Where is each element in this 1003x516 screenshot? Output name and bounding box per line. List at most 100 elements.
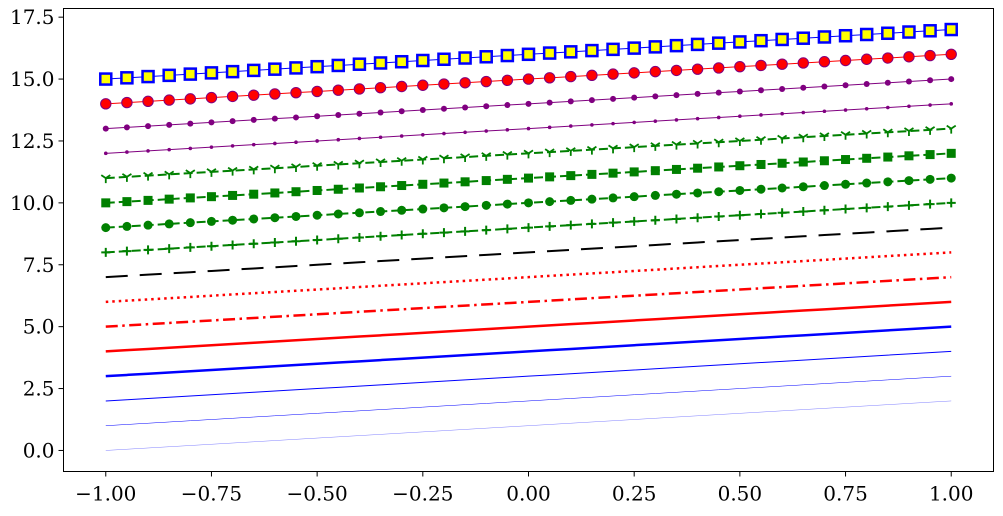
data-point (185, 218, 195, 228)
data-point (566, 195, 576, 205)
y-tick-label: 5.0 (23, 315, 55, 339)
data-point (587, 169, 597, 179)
data-point (759, 113, 763, 117)
x-tick-label: −0.75 (181, 482, 242, 506)
data-point (101, 198, 111, 208)
data-point (608, 218, 618, 228)
x-tick-label: 0.00 (506, 482, 551, 506)
data-point (610, 95, 617, 102)
data-point (756, 209, 766, 219)
data-point (587, 219, 597, 229)
data-point (523, 149, 534, 159)
data-point (819, 181, 829, 191)
data-point (818, 56, 831, 68)
data-point (524, 223, 533, 233)
data-point (862, 178, 872, 188)
data-point (100, 98, 112, 110)
data-point (249, 239, 259, 249)
data-point (903, 127, 914, 137)
data-point (608, 168, 618, 178)
data-point (501, 74, 514, 87)
data-point (798, 133, 809, 143)
data-point (229, 118, 236, 125)
data-point (143, 220, 153, 230)
data-point (227, 166, 238, 176)
data-point (946, 198, 956, 208)
data-point (797, 57, 809, 69)
data-point (674, 118, 679, 122)
data-point (205, 91, 218, 104)
data-point (841, 155, 851, 165)
data-point (291, 236, 301, 246)
data-point (396, 157, 407, 166)
data-point (670, 64, 683, 77)
data-point (547, 125, 552, 130)
data-point (628, 67, 640, 79)
data-point (776, 58, 788, 70)
y-tick-label: 15.0 (10, 67, 55, 91)
data-point (143, 245, 153, 255)
data-point (438, 78, 450, 90)
data-point (459, 77, 471, 89)
data-point (863, 81, 870, 88)
data-point (460, 226, 470, 236)
data-point (101, 247, 111, 257)
data-point (164, 219, 174, 229)
series-layer (99, 22, 958, 451)
data-point (312, 185, 322, 195)
data-point (754, 33, 768, 48)
data-point (312, 235, 322, 245)
data-point (311, 85, 323, 98)
data-point (648, 40, 663, 54)
data-point (228, 240, 238, 250)
data-point (586, 145, 597, 155)
data-point (758, 87, 764, 94)
data-point (377, 109, 384, 116)
data-point (418, 179, 428, 189)
data-point (353, 83, 366, 95)
data-point (693, 188, 703, 198)
data-point (312, 161, 323, 171)
data-point (164, 194, 174, 204)
data-point (883, 202, 893, 212)
data-point (735, 185, 745, 195)
data-point (946, 124, 957, 134)
data-point (585, 43, 599, 58)
data-point (333, 160, 344, 170)
data-point (246, 63, 261, 78)
data-point (883, 152, 893, 162)
data-point (500, 48, 515, 63)
data-point (417, 79, 429, 91)
data-point (143, 195, 153, 205)
data-point (755, 59, 767, 72)
series-line (105, 350, 952, 402)
data-point (502, 224, 512, 234)
data-point (336, 137, 341, 142)
data-point (228, 190, 238, 200)
data-point (416, 53, 430, 68)
data-point (565, 147, 576, 156)
data-point (542, 46, 557, 60)
data-point (248, 89, 260, 101)
data-point (652, 93, 659, 100)
data-point (904, 200, 914, 210)
data-point (948, 76, 955, 83)
x-tick-label: 1.00 (929, 482, 974, 506)
data-point (565, 70, 577, 83)
data-point (122, 246, 132, 256)
data-point (502, 174, 512, 184)
data-point (946, 148, 956, 158)
data-point (376, 182, 386, 192)
data-point (481, 200, 491, 210)
data-point (543, 72, 556, 84)
data-point (928, 103, 932, 107)
data-point (294, 140, 298, 145)
data-point (250, 116, 257, 123)
data-point (164, 244, 174, 254)
series-10 (101, 173, 956, 233)
data-point (268, 62, 282, 76)
data-point (568, 124, 573, 128)
data-point (588, 97, 595, 104)
data-point (437, 52, 451, 67)
